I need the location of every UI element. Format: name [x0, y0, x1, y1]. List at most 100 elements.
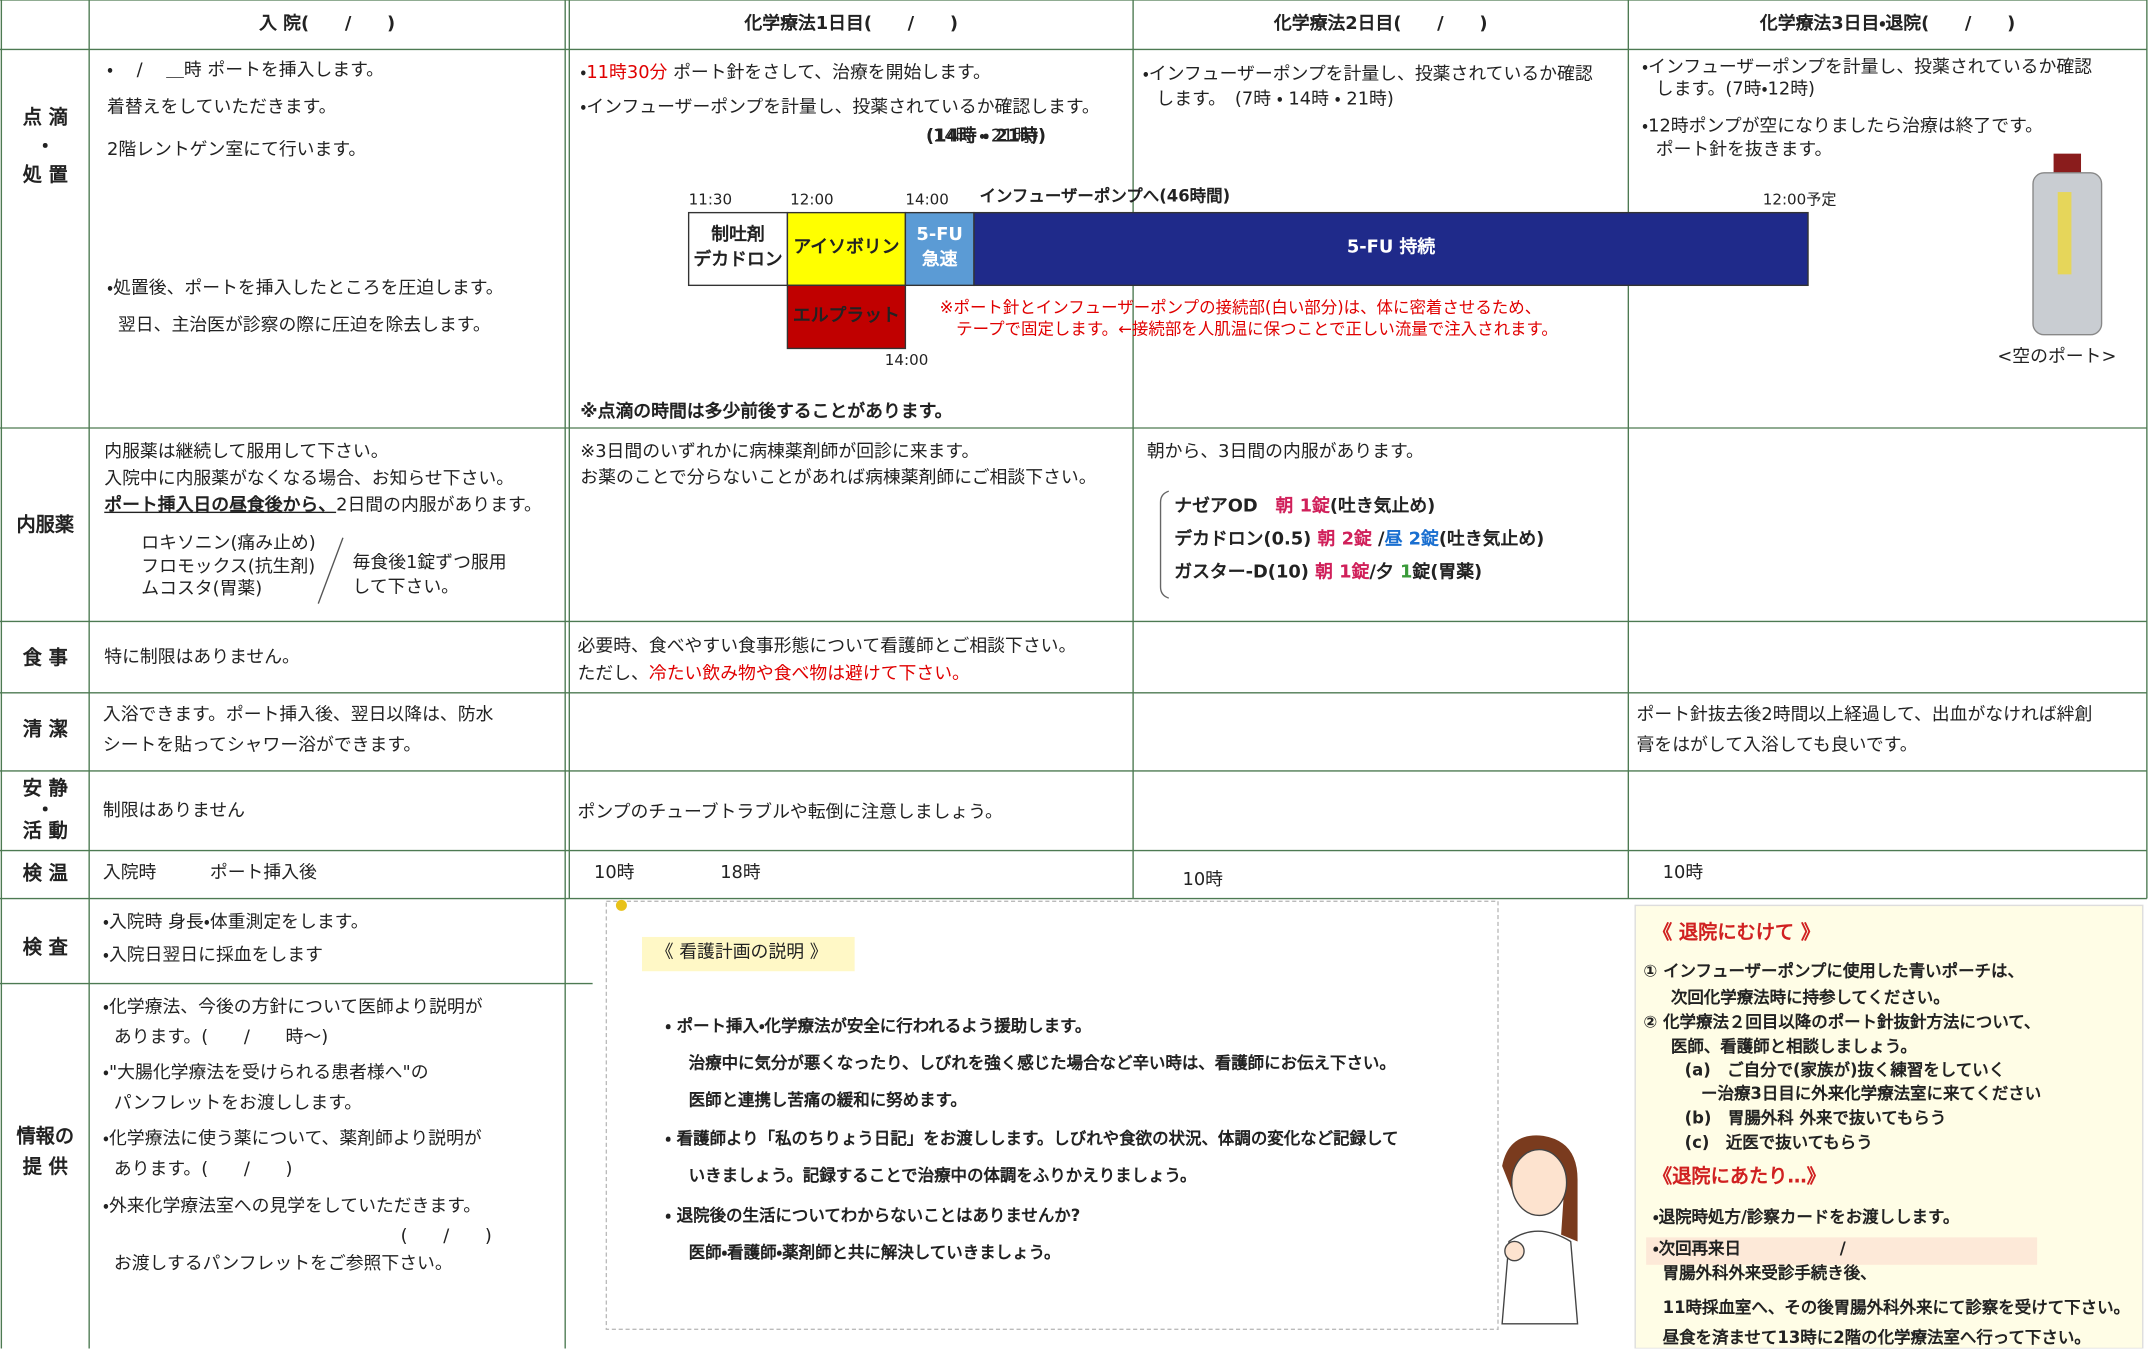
time-label: 12:00予定 [1762, 190, 1837, 209]
text-segment: ・ [580, 63, 587, 84]
text-line: ・化学療法に使う薬について、薬剤師より説明が [102, 1128, 482, 1150]
text-line: ポンプのチューブトラブルや転倒に注意しましょう。 [577, 802, 1003, 824]
text-line: (14時 ・ 21時) [925, 126, 1039, 147]
text-line: ・12時ポンプが空になりましたら治療は終了です。 [1642, 116, 2043, 138]
text-line: します。(7時・12時) [1655, 79, 1815, 101]
text-line: します。 (7時 ・ 14時 ・ 21時) [1156, 89, 1394, 110]
text-line: ムコスタ(胃薬) [141, 578, 263, 600]
text-line: 昼食を済ませて13時に2階の化学療法室へ行って下さい。 [1662, 1327, 2091, 1348]
column-header: 化学療法1日目( / ) [744, 13, 958, 35]
text-line: ・入院日翌日に採血をします [102, 945, 323, 966]
text-line: あります。( / ) [113, 1159, 293, 1180]
text-line: ・"大腸化学療法を受けられる患者様へ"の [102, 1063, 429, 1084]
text-line: お渡しするパンフレットをご参照下さい。 [113, 1253, 453, 1275]
timeline-block-label: アイソボリン [793, 237, 900, 258]
text-line: ・次回再来日 / [1653, 1238, 1846, 1258]
text-line: ・11時30分 ポート針をさして、治療を開始します。 [580, 62, 991, 87]
text-line: ただし、冷たい飲み物や食べ物は避けて下さい。 [578, 663, 970, 688]
timeline-block-label: 制吐剤 [711, 224, 765, 246]
row-label: 食 事 [22, 647, 68, 670]
discharge-title: 《退院にあたり…》 [1653, 1166, 1826, 1188]
text-line: ポート針を抜きます。 [1655, 139, 1833, 161]
text-line: 治療中に気分が悪くなったり、しびれを強く感じた場合など辛い時は、看護師にお伝え下… [688, 1053, 1396, 1073]
text-line: 10時 [593, 862, 635, 884]
text-line: ① インフューザーポンプに使用した青いポーチは、 [1643, 961, 2024, 981]
row-label: 点 滴 [22, 107, 68, 129]
text-line: インフューザーポンプへ(46時間) [979, 186, 1231, 206]
text-line: ポート挿入後 [209, 862, 317, 884]
column-header: 化学療法3日目・退院( / ) [1759, 13, 2016, 35]
row-label: ・ [35, 799, 55, 822]
text-line: ガスター-D(10) 朝 1錠/夕 1錠(胃薬) [1174, 561, 1482, 586]
text-segment: 冷たい飲み物や食べ物は避けて下さい。 [648, 663, 970, 685]
text-line: 特に制限はありません。 [104, 647, 300, 669]
row-label: 情報の [16, 1126, 75, 1149]
text-line: ・処置後、ポートを挿入したところを圧迫します。 [107, 278, 504, 300]
text-line: ・ 退院後の生活についてわからないことはありませんか? [665, 1205, 1081, 1226]
next-visit-bg [1646, 1237, 2038, 1265]
text-line: ② 化学療法２回目以降のポート針抜針方法について、 [1643, 1012, 2041, 1032]
row-label: 検 温 [22, 862, 68, 885]
text-line: いきましょう。記録することで治療中の体調をふりかえりましょう。 [688, 1166, 1197, 1186]
slash [317, 537, 344, 604]
text-line: (14時 ・ 21時) [925, 126, 1047, 147]
text-line: ポート挿入日の昼食後から、2日間の内服があります。 [104, 494, 542, 519]
timeline-block [973, 211, 1809, 287]
text-line: (c) 近医で抜いてもらう [1684, 1133, 1873, 1153]
text-line: ・ ポート挿入・化学療法が安全に行われるよう援助します。 [665, 1016, 1092, 1036]
timeline-block [786, 211, 907, 287]
timeline-note: テープで固定します。←接続部を人肌温に保つことで正しい流量で注入されます。 [956, 319, 1558, 339]
timeline-block [904, 211, 975, 287]
text-segment: 1 [1399, 562, 1413, 584]
text-line: 翌日、主治医が診察の際に圧迫を除去します。 [117, 315, 491, 337]
timeline-block-label: 5-FU 持続 [1346, 237, 1436, 258]
nursing-plan-box [605, 900, 1499, 1330]
text-line: お薬のことで分らないことがあれば病棟薬剤師にご相談下さい。 [580, 467, 1097, 489]
text-line: (a) ご自分で(家族が)抜く練習をしていく [1684, 1060, 2006, 1080]
text-segment: 11時30分 [586, 63, 668, 84]
text-line: パンフレットをお渡しします。 [113, 1093, 363, 1114]
text-line: 10時 [1182, 869, 1224, 891]
photo-caption: <空のポート> [1997, 347, 2117, 368]
text-line: ・ / ＿時 ポートを挿入します。 [107, 60, 384, 81]
text-segment: /夕 [1369, 562, 1400, 584]
bracket [1159, 490, 1170, 599]
text-segment: ナゼアOD [1174, 496, 1276, 518]
pin [615, 899, 627, 911]
text-line: フロモックス(抗生剤) [141, 556, 316, 578]
text-line: ※点滴の時間は多少前後することがあります。 [580, 401, 953, 423]
row-label: 安 静 [22, 777, 68, 800]
row-label: 清 潔 [22, 718, 68, 741]
text-line: 入浴できます。ポート挿入後、翌日以降は、防水 [102, 705, 494, 726]
text-segment: (吐き気止め) [1329, 496, 1436, 518]
text-line: ※3日間のいずれかに病棟薬剤師が回診に来ます。 [580, 441, 980, 463]
text-line: シートを貼ってシャワー浴ができます。 [102, 735, 422, 756]
time-label: 11:30 [688, 190, 733, 209]
text-segment: 朝 1錠 [1315, 562, 1370, 584]
text-segment: 朝 2錠 [1317, 529, 1372, 551]
text-line: 内服薬は継続して服用して下さい。 [104, 441, 389, 463]
text-line: 胃腸外科外来受診手続き後、 [1662, 1263, 1877, 1283]
nurse-illustration [1501, 1135, 1579, 1325]
text-segment: デカドロン(0.5) [1174, 529, 1318, 551]
text-line: ・外来化学療法室への見学をしていただきます。 [102, 1196, 482, 1217]
text-segment: / [1371, 529, 1385, 551]
text-line: あります。( / 時～) [113, 1027, 329, 1049]
text-segment: ガスター-D(10) [1174, 562, 1316, 584]
text-segment: (吐き気止め) [1438, 529, 1545, 551]
text-line: 医師、看護師と相談しましょう。 [1670, 1037, 1917, 1057]
text-line: して下さい。 [352, 577, 460, 599]
text-segment: 錠(胃薬) [1412, 562, 1483, 584]
text-line: ー治療3日目に外来化学療法室に来てください [1701, 1083, 2042, 1103]
text-line: 18時 [720, 862, 761, 884]
row-label: 提 供 [22, 1156, 68, 1179]
discharge-box [1634, 904, 2144, 1349]
nursing-plan-title-bg [642, 936, 855, 972]
timeline-block [786, 284, 907, 350]
text-line: 11時採血室へ、その後胃腸外科外来にて診察を受けて下さい。 [1662, 1297, 2130, 1317]
text-line: 医師・看護師・薬剤師と共に解決していきましょう。 [688, 1242, 1061, 1263]
text-segment: ポート挿入日の昼食後から、 [104, 495, 337, 516]
text-line: 必要時、食べやすい食事形態について看護師とご相談下さい。 [577, 636, 1077, 658]
timeline-block-label: エルプラット [792, 305, 900, 327]
